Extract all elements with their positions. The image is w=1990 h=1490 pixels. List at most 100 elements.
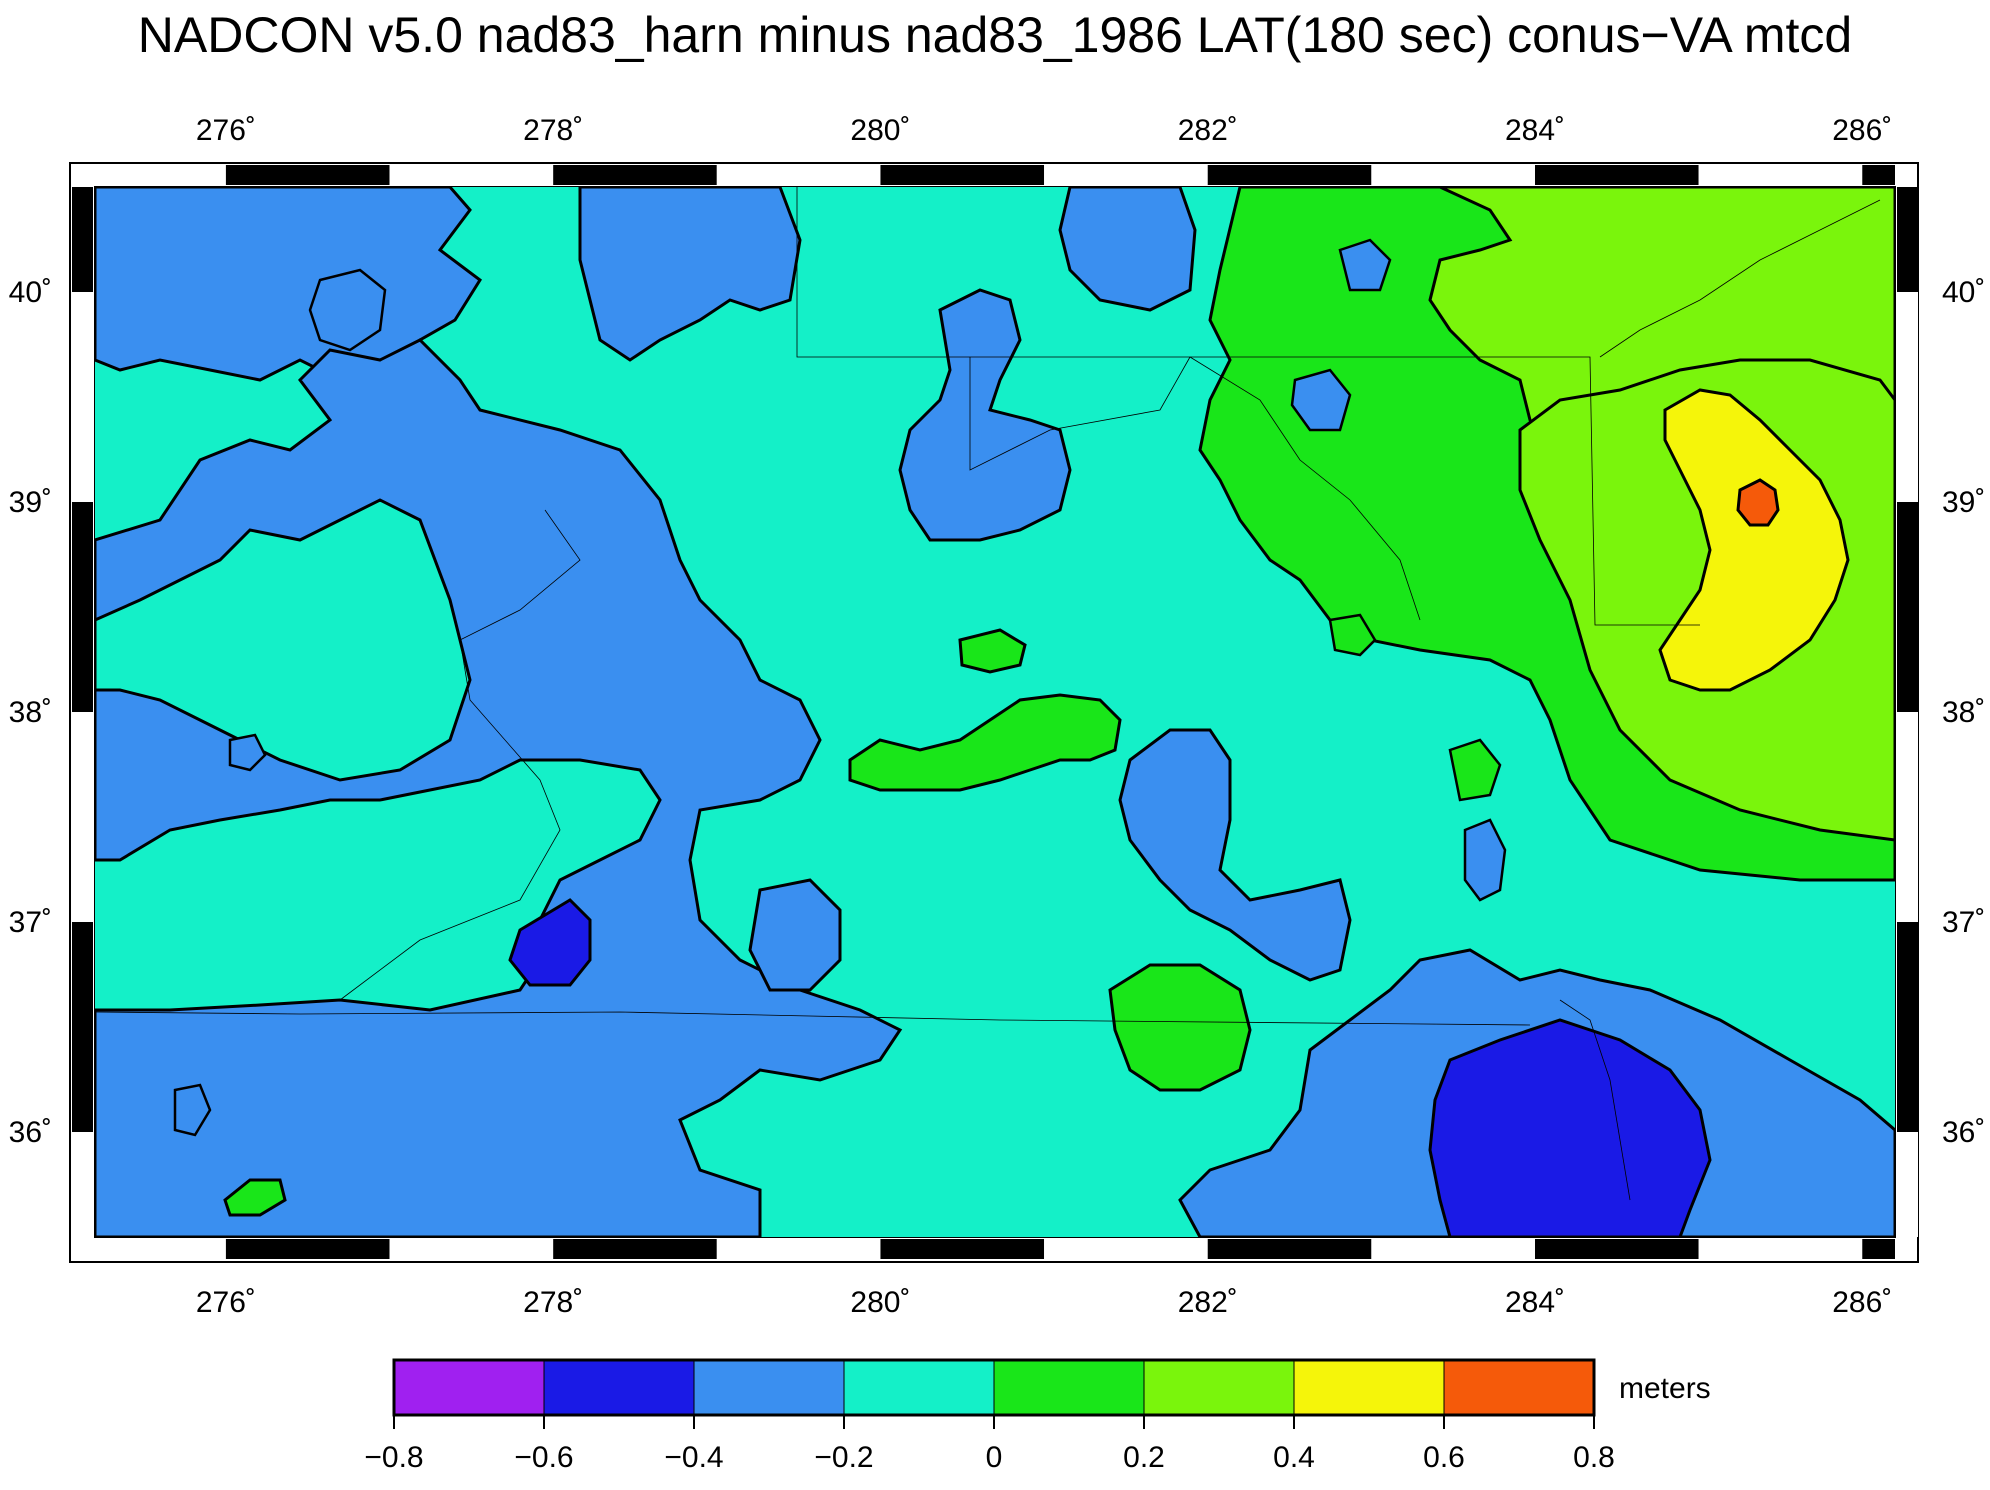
contour-region-east-yellow [1658, 388, 1850, 692]
lat-tick-labels-left: 36˚ 37˚ 38˚ 39˚ 40˚ [9, 276, 52, 1149]
contour-island [1290, 368, 1352, 432]
lat-tick-label: 37˚ [9, 906, 52, 939]
contour-region-southwest-blue [748, 878, 842, 992]
frame-bar-segment [1698, 165, 1863, 185]
lat-tick-label: 36˚ [9, 1116, 52, 1149]
lon-tick-label: 284˚ [1505, 1286, 1565, 1319]
frame-bar-segment [1897, 712, 1918, 922]
lon-tick-label: 282˚ [1178, 1286, 1238, 1319]
contour-island [1448, 738, 1502, 802]
lon-tick-label: 280˚ [850, 114, 910, 147]
lon-tick-label: 280˚ [850, 1286, 910, 1319]
frame-bar-segment [553, 165, 717, 185]
contour-island [1328, 613, 1377, 657]
colorbar-swatch [693, 1359, 845, 1416]
colorbar-tick-label: 0 [986, 1441, 1003, 1474]
state-boundary-line [1189, 356, 1421, 621]
colorbar-tick-label: 0.8 [1573, 1441, 1615, 1474]
colorbar-swatch [993, 1359, 1145, 1416]
frame-bar-segment [880, 1239, 1045, 1259]
frame-bar-segment [1535, 165, 1699, 185]
state-boundary-line [969, 356, 1191, 471]
colorbar-tick-label: 0.2 [1123, 1441, 1165, 1474]
frame-bar-segment [1897, 187, 1918, 292]
frame-bar-segment [1044, 165, 1208, 185]
frame-bar-segment [1698, 1239, 1863, 1259]
colorbar-tick-label: −0.8 [364, 1441, 423, 1474]
frame-bar-segment [95, 1239, 226, 1259]
frame-bar-segment [72, 187, 93, 292]
frame-bar-segment [72, 922, 93, 1132]
contour-island [1463, 818, 1507, 902]
colorbar-tick-label: −0.6 [514, 1441, 573, 1474]
lat-tick-label: 38˚ [1942, 696, 1985, 729]
colorbar-swatch [1143, 1359, 1295, 1416]
state-boundary-line [95, 1011, 1531, 1026]
lon-tick-labels-top: 276˚ 278˚ 280˚ 282˚ 284˚ 286˚ [196, 114, 1892, 147]
frame-bar-segment [1897, 1132, 1918, 1237]
frame-bar-segment [1897, 502, 1918, 712]
colorbar: −0.8 −0.6 −0.4 −0.2 0 0.2 0.4 0.6 0.8 meters [364, 1358, 1711, 1474]
frame-bar-segment [72, 292, 93, 502]
frame-bar-segment [1897, 292, 1918, 502]
colorbar-tick-label: 0.6 [1423, 1441, 1465, 1474]
frame-bar-segment [716, 1239, 881, 1259]
contour-small-islands [173, 238, 1507, 1137]
contour-region-east-orange [1736, 478, 1780, 527]
state-boundary-line [796, 187, 1700, 626]
colorbar-swatch [1293, 1359, 1445, 1416]
contour-region-center-green-arc [848, 693, 1122, 792]
lat-tick-label: 36˚ [1942, 1116, 1985, 1149]
colorbar-tick-label: 0.4 [1273, 1441, 1315, 1474]
frame-scale-bars [72, 165, 1918, 1259]
frame-bar-segment [1897, 922, 1918, 1132]
frame-bar-segment [1862, 165, 1895, 185]
frame-bar-segment [225, 1239, 390, 1259]
frame-bar-segment [1207, 165, 1372, 185]
contour-island [1338, 238, 1392, 292]
contour-region-center-green-small [958, 628, 1027, 674]
contour-region-north-blue [578, 187, 802, 362]
map-title: NADCON v5.0 nad83_harn minus nad83_1986 … [137, 7, 1853, 63]
lat-tick-label: 37˚ [1942, 906, 1985, 939]
lon-tick-label: 276˚ [196, 1286, 256, 1319]
lat-tick-label: 38˚ [9, 696, 52, 729]
contour-region-west-dark-blue [508, 898, 592, 987]
lat-tick-label: 39˚ [9, 486, 52, 519]
state-boundaries [95, 187, 1881, 1201]
contour-island [308, 268, 387, 352]
contour-green-islands [1328, 613, 1502, 802]
contour-region-southwest-green [223, 1178, 287, 1217]
lon-tick-label: 278˚ [523, 114, 583, 147]
colorbar-swatch [843, 1359, 995, 1416]
contour-region-southeast-dark-blue [1428, 1018, 1712, 1237]
contour-field [95, 187, 1895, 1237]
frame-bar-segment [1207, 1239, 1372, 1259]
lon-tick-labels-bottom: 276˚ 278˚ 280˚ 282˚ 284˚ 286˚ [196, 1286, 1892, 1319]
lon-tick-label: 276˚ [196, 114, 256, 147]
frame-bar-segment [72, 712, 93, 922]
frame-bar-segment [72, 1132, 93, 1237]
lon-tick-label: 282˚ [1178, 114, 1238, 147]
frame-bar-segment [716, 165, 881, 185]
frame-bar-segment [1862, 1239, 1895, 1259]
colorbar-tick-label: −0.4 [664, 1441, 723, 1474]
lat-tick-labels-right: 36˚ 37˚ 38˚ 39˚ 40˚ [1942, 276, 1985, 1149]
lon-tick-label: 286˚ [1832, 114, 1892, 147]
state-boundary-line [1599, 199, 1881, 358]
frame-bar-segment [553, 1239, 717, 1259]
lon-tick-label: 278˚ [523, 1286, 583, 1319]
contour-region-west-cyan-island [95, 498, 472, 782]
contour-region-center-blue [898, 288, 1072, 542]
frame-bar-segment [389, 165, 554, 185]
frame-bar-segment [1535, 1239, 1699, 1259]
contour-island [173, 1083, 212, 1137]
frame-bar-segment [1371, 165, 1535, 185]
lat-tick-label: 40˚ [9, 276, 52, 309]
state-boundary-line [339, 509, 581, 1001]
colorbar-swatch [543, 1359, 695, 1416]
lat-tick-label: 40˚ [1942, 276, 1985, 309]
frame-bar-segment [72, 502, 93, 712]
colorbar-swatch [1443, 1359, 1595, 1416]
